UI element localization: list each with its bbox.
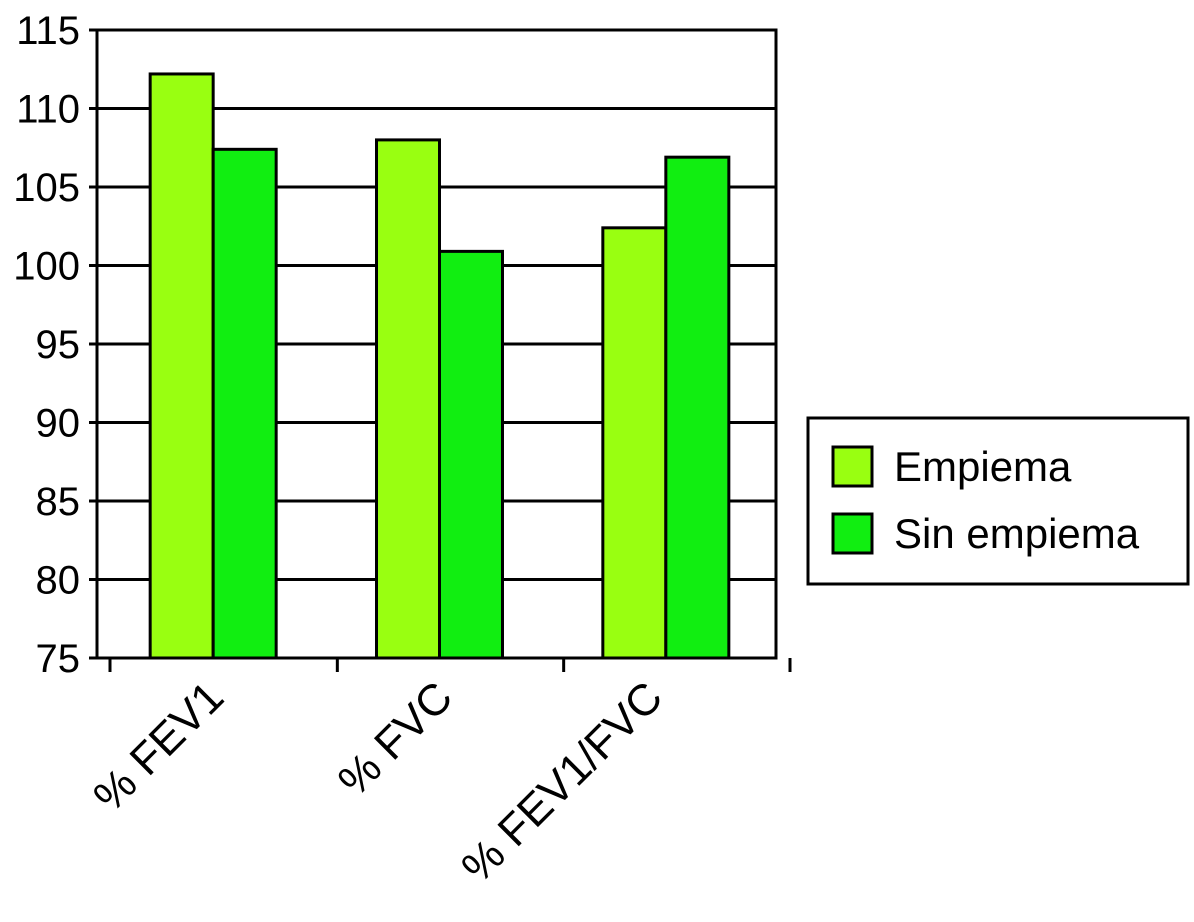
bar-empiema: [375, 138, 441, 660]
x-category-labels: % FEV1 % FVC% FEV1/FVC: [84, 672, 672, 892]
y-tick-label: 105: [13, 166, 80, 210]
bars: [148, 72, 731, 660]
bar-sin-empiema: [664, 155, 731, 660]
y-tick-labels: 75 80 85 90 95 100 105 110 115: [13, 9, 80, 681]
x-category-label: % FEV1/FVC: [452, 672, 672, 892]
y-tick-label: 100: [13, 245, 80, 289]
plot-frame: [95, 28, 778, 660]
y-tick-label: 80: [36, 559, 81, 603]
y-tick-label: 110: [16, 88, 80, 132]
y-tick-label: 75: [36, 637, 81, 681]
bar-sin-empiema: [438, 249, 504, 660]
bar-empiema: [148, 72, 215, 660]
x-category-label: % FVC: [329, 672, 462, 805]
legend-box: [806, 416, 1190, 586]
legend-swatch: [831, 445, 874, 488]
bar-sin-empiema: [211, 147, 278, 660]
x-category-label: % FEV1: [84, 672, 233, 821]
axes: [89, 28, 792, 672]
y-tick-label: 85: [36, 480, 81, 524]
legend-label: Sin empiema: [894, 510, 1140, 557]
legend-swatch: [831, 512, 874, 555]
legend: Empiema Sin empiema: [806, 416, 1190, 586]
y-tick-label: 90: [36, 402, 81, 446]
y-tick-label: 115: [16, 9, 80, 53]
bar-empiema: [601, 226, 668, 660]
legend-label: Empiema: [894, 443, 1072, 490]
y-tick-label: 95: [36, 323, 81, 367]
